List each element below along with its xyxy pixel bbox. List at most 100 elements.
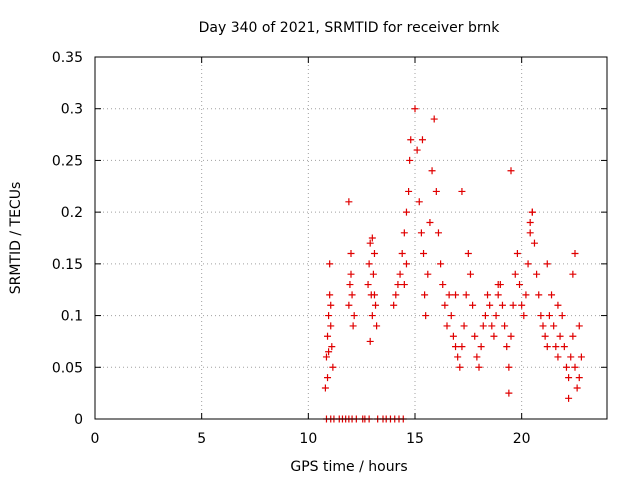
data-point bbox=[432, 187, 440, 195]
data-point bbox=[366, 337, 374, 345]
data-point bbox=[556, 332, 564, 340]
data-point bbox=[325, 348, 333, 356]
y-tick-label: 0 bbox=[74, 412, 83, 428]
data-point bbox=[452, 343, 460, 351]
data-point bbox=[458, 187, 466, 195]
data-point bbox=[545, 312, 553, 320]
data-point bbox=[535, 291, 543, 299]
data-point bbox=[458, 343, 466, 351]
data-point bbox=[321, 384, 329, 392]
data-point bbox=[501, 322, 509, 330]
data-point bbox=[562, 363, 570, 371]
data-point bbox=[494, 291, 502, 299]
data-point bbox=[400, 281, 408, 289]
data-point bbox=[348, 291, 356, 299]
data-point bbox=[368, 234, 376, 242]
data-point bbox=[370, 291, 378, 299]
chart-title: Day 340 of 2021, SRMTID for receiver brn… bbox=[199, 20, 501, 36]
data-point bbox=[505, 363, 513, 371]
data-point bbox=[503, 343, 511, 351]
data-point bbox=[507, 332, 515, 340]
data-point bbox=[522, 291, 530, 299]
data-point bbox=[558, 312, 566, 320]
data-point bbox=[520, 312, 528, 320]
data-point bbox=[466, 270, 474, 278]
data-point bbox=[554, 353, 562, 361]
data-point bbox=[420, 250, 428, 258]
data-point bbox=[326, 291, 334, 299]
data-point bbox=[407, 136, 415, 144]
data-point bbox=[539, 322, 547, 330]
data-point bbox=[392, 291, 400, 299]
data-point bbox=[428, 167, 436, 175]
data-points bbox=[321, 105, 585, 423]
data-point bbox=[575, 374, 583, 382]
data-point bbox=[471, 332, 479, 340]
data-point bbox=[552, 343, 560, 351]
data-point bbox=[345, 198, 353, 206]
data-point bbox=[369, 270, 377, 278]
data-point bbox=[418, 136, 426, 144]
data-point bbox=[328, 343, 336, 351]
data-point bbox=[324, 332, 332, 340]
data-point bbox=[422, 312, 430, 320]
data-point bbox=[373, 322, 381, 330]
data-point bbox=[372, 301, 380, 309]
data-point bbox=[327, 301, 335, 309]
x-tick-label: 15 bbox=[406, 431, 424, 447]
data-point bbox=[479, 322, 487, 330]
data-point bbox=[494, 281, 502, 289]
y-tick-label: 0.2 bbox=[61, 205, 83, 221]
data-point bbox=[365, 260, 373, 268]
data-point bbox=[567, 353, 575, 361]
data-point bbox=[492, 312, 500, 320]
x-axis-label: GPS time / hours bbox=[290, 459, 407, 475]
y-tick-label: 0.25 bbox=[52, 153, 83, 169]
data-point bbox=[443, 322, 451, 330]
y-tick-label: 0.3 bbox=[61, 102, 83, 118]
data-point bbox=[460, 322, 468, 330]
y-tick-label: 0.35 bbox=[52, 50, 83, 66]
data-point bbox=[370, 250, 378, 258]
data-point bbox=[322, 353, 330, 361]
data-point bbox=[543, 343, 551, 351]
y-tick-label: 0.15 bbox=[52, 257, 83, 273]
data-point bbox=[513, 250, 521, 258]
data-point bbox=[477, 343, 485, 351]
axis-ticks: 0 5 10 15 20 0 0.05 0.1 0.15 0.2 0.25 0.3 0.35 bbox=[52, 50, 607, 447]
data-point bbox=[413, 146, 421, 154]
data-point bbox=[469, 301, 477, 309]
data-point bbox=[346, 281, 354, 289]
data-point bbox=[449, 332, 457, 340]
data-point bbox=[424, 270, 432, 278]
data-point bbox=[390, 301, 398, 309]
data-point bbox=[565, 374, 573, 382]
data-point bbox=[486, 301, 494, 309]
data-point bbox=[447, 312, 455, 320]
data-point bbox=[528, 208, 536, 216]
data-point bbox=[405, 187, 413, 195]
data-point bbox=[396, 270, 404, 278]
data-point bbox=[394, 281, 402, 289]
data-point bbox=[400, 229, 408, 237]
data-point bbox=[462, 291, 470, 299]
data-point bbox=[456, 363, 464, 371]
data-point bbox=[439, 281, 447, 289]
data-point bbox=[560, 343, 568, 351]
data-point bbox=[526, 218, 534, 226]
data-point bbox=[488, 322, 496, 330]
plot-frame bbox=[94, 56, 608, 420]
data-point bbox=[509, 301, 517, 309]
data-point bbox=[518, 301, 526, 309]
data-point bbox=[415, 198, 423, 206]
data-point bbox=[402, 208, 410, 216]
data-point bbox=[437, 260, 445, 268]
data-point bbox=[569, 332, 577, 340]
data-point bbox=[505, 389, 513, 397]
data-point bbox=[573, 384, 581, 392]
data-point bbox=[417, 229, 425, 237]
y-tick-label: 0.05 bbox=[52, 360, 83, 376]
data-point bbox=[575, 322, 583, 330]
data-point bbox=[516, 281, 524, 289]
x-tick-label: 0 bbox=[91, 431, 100, 447]
